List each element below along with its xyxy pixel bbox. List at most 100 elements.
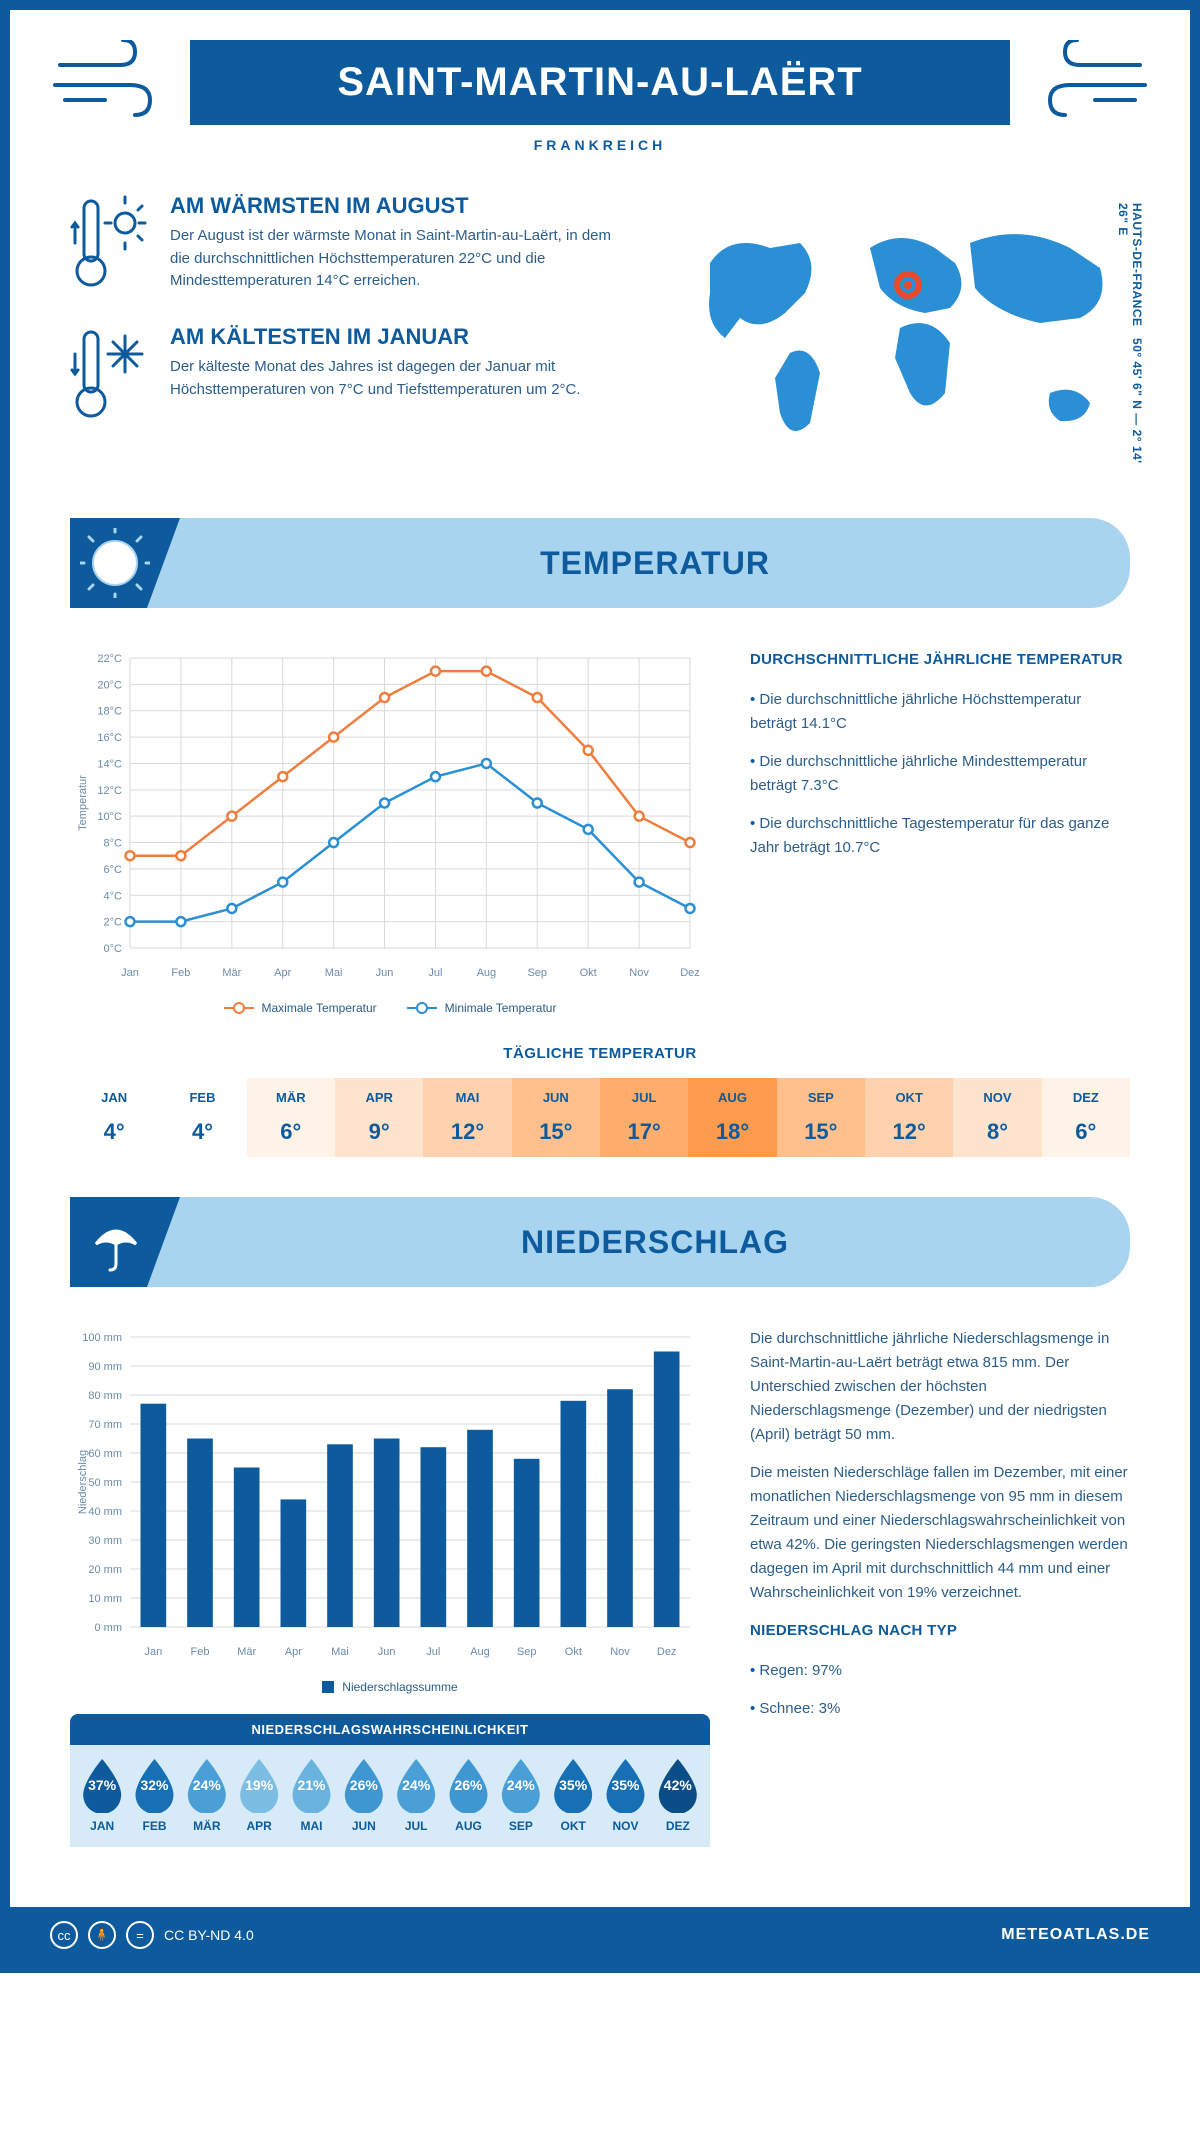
svg-text:Aug: Aug bbox=[470, 1646, 490, 1658]
license-label: CC BY-ND 4.0 bbox=[164, 1927, 254, 1943]
precipitation-heading: NIEDERSCHLAG bbox=[180, 1224, 1130, 1261]
daily-temp-cell: FEB4° bbox=[158, 1078, 246, 1157]
svg-text:20°C: 20°C bbox=[97, 679, 122, 691]
thermometer-sun-icon bbox=[70, 193, 150, 298]
coldest-title: AM KÄLTESTEN IM JANUAR bbox=[170, 324, 630, 350]
svg-text:10°C: 10°C bbox=[97, 811, 122, 823]
svg-text:18°C: 18°C bbox=[97, 706, 122, 718]
temperature-heading: TEMPERATUR bbox=[180, 545, 1130, 582]
temperature-banner: TEMPERATUR bbox=[70, 518, 1130, 608]
probability-drop: 35%OKT bbox=[549, 1757, 597, 1833]
svg-text:Mär: Mär bbox=[237, 1646, 256, 1658]
svg-text:Jun: Jun bbox=[376, 967, 394, 979]
intro-section: AM WÄRMSTEN IM AUGUST Der August ist der… bbox=[10, 173, 1190, 508]
svg-text:16°C: 16°C bbox=[97, 732, 122, 744]
daily-temp-cell: JAN4° bbox=[70, 1078, 158, 1157]
temp-bullet: Die durchschnittliche Tagestemperatur fü… bbox=[750, 812, 1130, 860]
probability-drop: 24%MÄR bbox=[183, 1757, 231, 1833]
svg-text:4°C: 4°C bbox=[104, 890, 123, 902]
svg-text:Feb: Feb bbox=[191, 1646, 210, 1658]
svg-text:Mai: Mai bbox=[331, 1646, 349, 1658]
daily-temp-cell: MÄR6° bbox=[247, 1078, 335, 1157]
svg-text:Nov: Nov bbox=[610, 1646, 630, 1658]
daily-temp-cell: DEZ6° bbox=[1042, 1078, 1130, 1157]
svg-text:Apr: Apr bbox=[285, 1646, 302, 1658]
svg-text:Dez: Dez bbox=[680, 967, 700, 979]
daily-temp-cell: JUN15° bbox=[512, 1078, 600, 1157]
svg-text:80 mm: 80 mm bbox=[88, 1390, 122, 1402]
world-map: HAUTS-DE-FRANCE 50° 45' 6" N — 2° 14' 26… bbox=[670, 193, 1130, 478]
svg-text:60 mm: 60 mm bbox=[88, 1448, 122, 1460]
precipitation-bar-chart: 0 mm10 mm20 mm30 mm40 mm50 mm60 mm70 mm8… bbox=[70, 1327, 710, 1667]
daily-temp-cell: OKT12° bbox=[865, 1078, 953, 1157]
temperature-line-chart: 0°C2°C4°C6°C8°C10°C12°C14°C16°C18°C20°C2… bbox=[70, 648, 710, 988]
svg-text:Sep: Sep bbox=[517, 1646, 537, 1658]
precipitation-probability: NIEDERSCHLAGSWAHRSCHEINLICHKEIT 37%JAN32… bbox=[70, 1714, 710, 1847]
probability-drop: 42%DEZ bbox=[654, 1757, 702, 1833]
svg-text:20 mm: 20 mm bbox=[88, 1564, 122, 1576]
svg-text:22°C: 22°C bbox=[97, 653, 122, 665]
svg-text:10 mm: 10 mm bbox=[88, 1593, 122, 1605]
warmest-title: AM WÄRMSTEN IM AUGUST bbox=[170, 193, 630, 219]
daily-temp-cell: NOV8° bbox=[953, 1078, 1041, 1157]
daily-temp-cell: APR9° bbox=[335, 1078, 423, 1157]
probability-drop: 21%MAI bbox=[287, 1757, 335, 1833]
svg-text:2°C: 2°C bbox=[104, 917, 123, 929]
precipitation-banner: NIEDERSCHLAG bbox=[70, 1197, 1130, 1287]
coldest-text: Der kälteste Monat des Jahres ist dagege… bbox=[170, 356, 630, 401]
svg-text:14°C: 14°C bbox=[97, 758, 122, 770]
svg-text:Jan: Jan bbox=[121, 967, 139, 979]
probability-drop: 19%APR bbox=[235, 1757, 283, 1833]
daily-temp-cell: AUG18° bbox=[688, 1078, 776, 1157]
precipitation-summary: Die durchschnittliche jährliche Niedersc… bbox=[750, 1327, 1130, 1847]
svg-text:Okt: Okt bbox=[580, 967, 597, 979]
svg-text:Jun: Jun bbox=[378, 1646, 396, 1658]
svg-text:Niederschlag: Niederschlag bbox=[77, 1450, 89, 1514]
svg-text:100 mm: 100 mm bbox=[82, 1332, 122, 1344]
svg-text:70 mm: 70 mm bbox=[88, 1419, 122, 1431]
svg-text:Mai: Mai bbox=[325, 967, 343, 979]
precip-type-item: Schnee: 3% bbox=[750, 1697, 1130, 1721]
cc-icon: cc bbox=[50, 1921, 78, 1949]
precip-type-item: Regen: 97% bbox=[750, 1659, 1130, 1683]
temp-bullet: Die durchschnittliche jährliche Höchstte… bbox=[750, 688, 1130, 736]
site-label: METEOATLAS.DE bbox=[1001, 1926, 1150, 1944]
svg-text:Apr: Apr bbox=[274, 967, 291, 979]
svg-text:0 mm: 0 mm bbox=[95, 1622, 123, 1634]
svg-text:Temperatur: Temperatur bbox=[77, 775, 89, 831]
temp-bullet: Die durchschnittliche jährliche Mindestt… bbox=[750, 750, 1130, 798]
header: SAINT-MARTIN-AU-LAËRT FRANKREICH bbox=[10, 10, 1190, 173]
svg-text:Jul: Jul bbox=[428, 967, 442, 979]
svg-text:8°C: 8°C bbox=[104, 838, 123, 850]
precip-legend: Niederschlagssumme bbox=[70, 1680, 710, 1694]
temperature-chart-row: 0°C2°C4°C6°C8°C10°C12°C14°C16°C18°C20°C2… bbox=[10, 638, 1190, 1045]
footer: cc 🧍 = CC BY-ND 4.0 METEOATLAS.DE bbox=[10, 1907, 1190, 1963]
sun-icon bbox=[70, 518, 180, 608]
svg-text:Aug: Aug bbox=[477, 967, 497, 979]
daily-temp-cell: SEP15° bbox=[777, 1078, 865, 1157]
daily-temp-cell: MAI12° bbox=[423, 1078, 511, 1157]
daily-temp-cell: JUL17° bbox=[600, 1078, 688, 1157]
svg-text:Sep: Sep bbox=[527, 967, 547, 979]
svg-text:30 mm: 30 mm bbox=[88, 1535, 122, 1547]
warmest-text: Der August ist der wärmste Monat in Sain… bbox=[170, 225, 630, 293]
page-title: SAINT-MARTIN-AU-LAËRT bbox=[230, 60, 970, 105]
by-icon: 🧍 bbox=[88, 1921, 116, 1949]
thermometer-snow-icon bbox=[70, 324, 150, 429]
svg-text:Jan: Jan bbox=[144, 1646, 162, 1658]
country-label: FRANKREICH bbox=[170, 137, 1030, 153]
probability-drop: 26%AUG bbox=[444, 1757, 492, 1833]
probability-drop: 26%JUN bbox=[340, 1757, 388, 1833]
daily-temperature: TÄGLICHE TEMPERATUR JAN4°FEB4°MÄR6°APR9°… bbox=[10, 1045, 1190, 1187]
svg-text:12°C: 12°C bbox=[97, 785, 122, 797]
temp-legend: Maximale Temperatur Minimale Temperatur bbox=[70, 1001, 710, 1015]
temperature-summary: DURCHSCHNITTLICHE JÄHRLICHE TEMPERATUR D… bbox=[750, 648, 1130, 1015]
svg-text:Mär: Mär bbox=[222, 967, 241, 979]
svg-text:90 mm: 90 mm bbox=[88, 1361, 122, 1373]
wind-icon-left bbox=[50, 40, 170, 125]
nd-icon: = bbox=[126, 1921, 154, 1949]
probability-drop: 37%JAN bbox=[78, 1757, 126, 1833]
svg-text:Jul: Jul bbox=[426, 1646, 440, 1658]
svg-text:Feb: Feb bbox=[171, 967, 190, 979]
wind-icon-right bbox=[1030, 40, 1150, 125]
